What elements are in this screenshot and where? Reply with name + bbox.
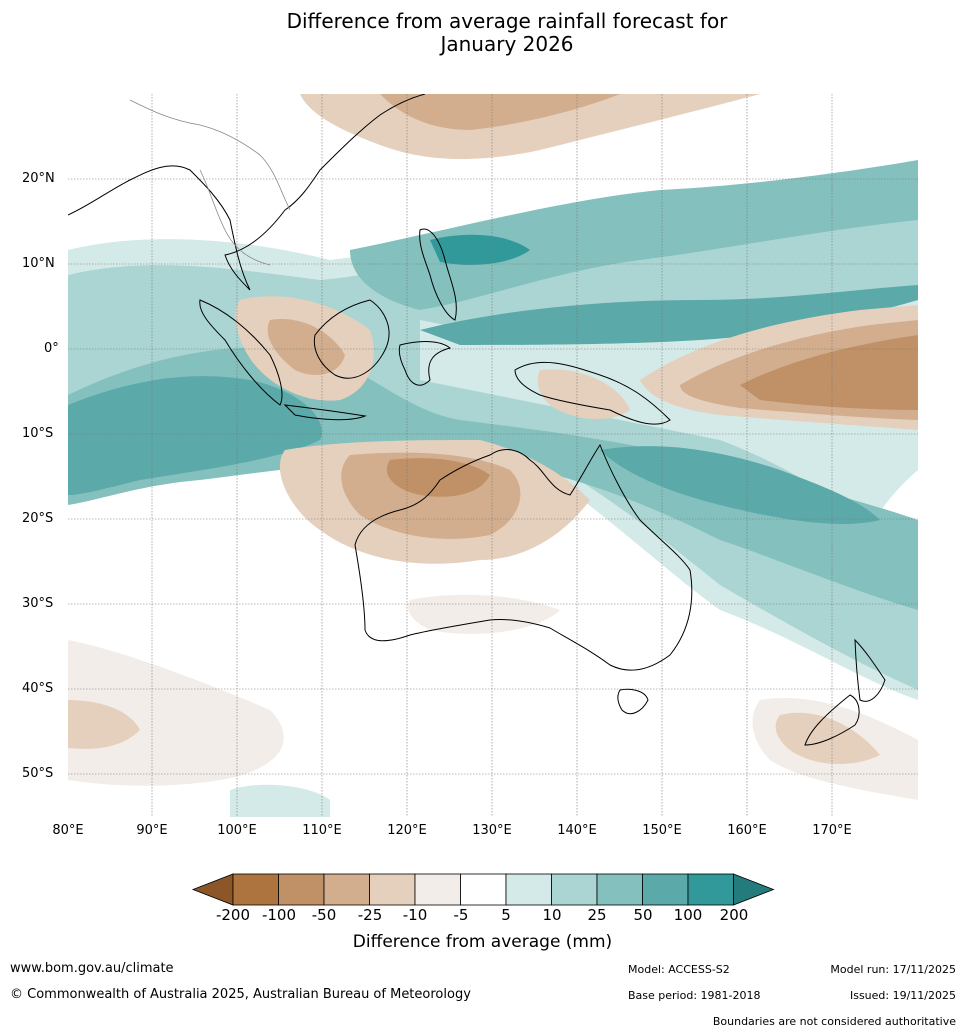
colorbar-segment <box>551 873 598 906</box>
gridlines <box>68 94 918 817</box>
footer-model: Model: ACCESS-S2 <box>628 963 730 976</box>
colorbar-segment <box>414 873 461 906</box>
lat-label-50s: 50°S <box>22 766 54 781</box>
colorbar-tick-label: -25 <box>357 906 383 924</box>
anomaly-zone-beige-new-guinea <box>537 369 630 420</box>
anomaly-zone-dark-teal-pacific <box>420 285 918 345</box>
colorbar-segment <box>596 873 643 906</box>
footer-model-run: Model run: 17/11/2025 <box>830 963 956 976</box>
borneo-coastline <box>313 299 390 379</box>
colorbar-segment <box>323 873 370 906</box>
lat-label-20s: 20°S <box>22 511 54 526</box>
coastlines <box>68 94 886 746</box>
lat-label-0: 0° <box>44 341 59 356</box>
map-area <box>68 94 918 817</box>
lon-label-170e: 170°E <box>812 823 852 838</box>
colorbar-segment <box>642 873 689 906</box>
title-line-1: Difference from average rainfall forecas… <box>286 9 728 33</box>
philippines-coastline <box>419 228 457 321</box>
lon-label-160e: 160°E <box>727 823 767 838</box>
lon-label-90e: 90°E <box>136 823 168 838</box>
lat-label-40s: 40°S <box>22 681 54 696</box>
anomaly-zone-tan-tasman <box>775 712 880 765</box>
anomaly-zone-dark-teal-coral-sea <box>600 446 880 525</box>
colorbar-segment <box>278 873 325 906</box>
lat-label-20n: 20°N <box>22 171 55 186</box>
lon-label-150e: 150°E <box>642 823 682 838</box>
colorbar-tick-label: 200 <box>719 906 749 924</box>
lon-label-140e: 140°E <box>557 823 597 838</box>
anomaly-zone-brown-pacific <box>740 335 918 410</box>
lon-label-110e: 110°E <box>302 823 342 838</box>
anomaly-zone-tan-north <box>380 94 620 130</box>
lon-label-80e: 80°E <box>52 823 84 838</box>
lat-label-10s: 10°S <box>22 426 54 441</box>
country-borders <box>129 99 291 266</box>
footer-base-period: Base period: 1981-2018 <box>628 989 761 1002</box>
lat-label-30s: 30°S <box>22 596 54 611</box>
colorbar-title: Difference from average (mm) <box>352 932 613 952</box>
new-guinea-coastline <box>514 361 671 425</box>
anomaly-zone-beige-south <box>68 640 284 786</box>
anomaly-zone-tan-south <box>68 700 140 749</box>
new-zealand-south-coastline <box>804 694 860 746</box>
anomaly-zone-darkest-teal <box>430 234 530 265</box>
colorbar-tick-label: -200 <box>215 906 251 924</box>
colorbar-segment <box>232 873 279 906</box>
asia-coastline <box>68 94 426 291</box>
colorbar-tick-label: -10 <box>402 906 428 924</box>
colorbar-tick-label: 25 <box>587 906 607 924</box>
colorbar-segment <box>460 873 507 906</box>
colorbar-tick-label: 10 <box>542 906 562 924</box>
colorbar-segment <box>505 873 552 906</box>
map-title: Difference from average rainfall forecas… <box>0 10 965 56</box>
lon-label-120e: 120°E <box>387 823 427 838</box>
anomaly-zone-pale-teal-south <box>230 784 330 817</box>
colorbar-tick-label: -50 <box>311 906 337 924</box>
lon-label-100e: 100°E <box>217 823 257 838</box>
java-coastline <box>283 404 367 421</box>
lat-label-10n: 10°N <box>22 256 55 271</box>
footer-issued: Issued: 19/11/2025 <box>849 989 956 1002</box>
sulawesi-coastline <box>398 341 452 386</box>
colorbar-extend-high <box>733 873 775 906</box>
australia-coastline <box>354 443 693 671</box>
colorbar-segment <box>369 873 416 906</box>
footer-copyright: © Commonwealth of Australia 2025, Austra… <box>10 987 471 1002</box>
anomaly-zone-pale-south-east <box>408 594 560 634</box>
colorbar-tick-label: -100 <box>261 906 297 924</box>
colorbar-extend-low <box>191 873 234 906</box>
tasmania-coastline <box>617 688 649 715</box>
sumatra-coastline <box>199 299 283 406</box>
anomaly-zone-tan-maritime <box>267 319 345 375</box>
anomaly-zone-brown-australia <box>386 458 490 497</box>
colorbar-tick-label: 100 <box>673 906 703 924</box>
lon-label-130e: 130°E <box>472 823 512 838</box>
colorbar-tick-label: 5 <box>501 906 511 924</box>
anomaly-zone-dark-teal <box>68 376 322 495</box>
colorbar-segment <box>687 873 734 906</box>
title-line-2: January 2026 <box>440 32 574 56</box>
colorbar <box>191 873 775 906</box>
new-zealand-north-coastline <box>854 638 886 702</box>
footer-disclaimer: Boundaries are not considered authoritat… <box>712 1015 956 1028</box>
colorbar-tick-label: 50 <box>633 906 653 924</box>
footer-url[interactable]: www.bom.gov.au/climate <box>10 961 174 976</box>
colorbar-tick-label: -5 <box>453 906 469 924</box>
